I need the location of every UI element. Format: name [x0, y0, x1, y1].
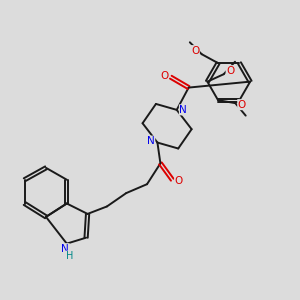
Text: O: O	[238, 100, 246, 110]
Text: N: N	[147, 136, 155, 146]
Text: N: N	[179, 105, 187, 115]
Text: O: O	[160, 71, 168, 81]
Text: N: N	[61, 244, 69, 254]
Text: O: O	[175, 176, 183, 186]
Text: O: O	[226, 66, 234, 76]
Text: H: H	[66, 251, 74, 261]
Text: O: O	[191, 46, 199, 56]
